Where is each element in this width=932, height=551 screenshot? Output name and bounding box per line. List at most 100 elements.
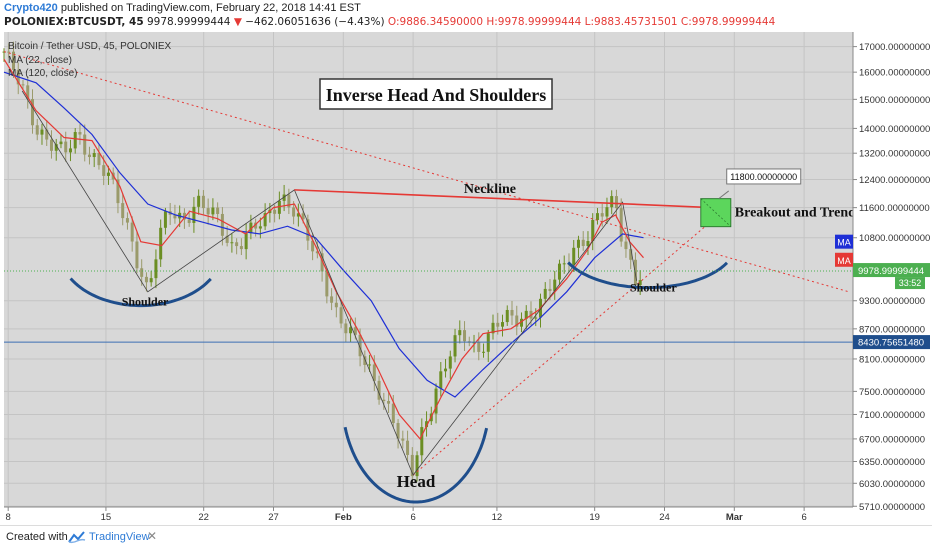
candle-body xyxy=(216,207,220,214)
right-shoulder-arc xyxy=(567,261,729,290)
instrument-label: Bitcoin / Tether USD, 45, POLONIEX xyxy=(8,41,172,52)
candle-body xyxy=(30,99,34,126)
candle-body xyxy=(211,207,215,215)
candle-body xyxy=(434,388,438,414)
close-value: C:9978.99999444 xyxy=(680,16,776,28)
grid-lines xyxy=(4,32,853,507)
y-axis[interactable]: 17000.00000000 16000.00000000 15000.000000… xyxy=(835,30,932,525)
candle-body xyxy=(477,342,481,352)
candle-body xyxy=(519,318,523,327)
level-tag xyxy=(853,335,930,350)
candle-body xyxy=(439,371,443,389)
created-with-label: Created with xyxy=(6,531,68,543)
candle-body xyxy=(249,222,253,234)
candle-body xyxy=(130,222,134,242)
candle-body xyxy=(45,129,49,140)
candle-body xyxy=(482,351,486,353)
ohlc-line: POLONIEX:BTCUSDT, 45 9978.99999444 ▼ −46… xyxy=(4,16,775,28)
low-value: L:9883.45731501 xyxy=(584,16,678,28)
chart-title: Inverse Head And Shoulders xyxy=(326,85,547,105)
footer: Created with TradingView ✕ xyxy=(0,525,932,551)
last-value: 9978.99999444 xyxy=(146,16,231,28)
y-tick-label: 11600.00000000 xyxy=(859,203,930,214)
x-tick-label: 6 xyxy=(801,512,806,523)
candle-body xyxy=(600,213,604,217)
candle-body xyxy=(624,241,628,250)
y-tick-label: 6030.00000000 xyxy=(859,479,925,490)
ma120-line xyxy=(3,71,644,398)
head-label: Head xyxy=(397,472,436,491)
candle-body xyxy=(277,200,281,214)
candle-body xyxy=(116,179,120,204)
candle-body xyxy=(496,322,500,327)
ma120-tag-label: MA xyxy=(837,238,851,248)
candle-body xyxy=(192,206,196,223)
right-shoulder-label: Shoulder xyxy=(630,280,677,294)
candle-body xyxy=(353,327,357,335)
candle-body xyxy=(576,239,580,248)
candle-body xyxy=(149,278,153,283)
candle-body xyxy=(510,309,514,316)
x-tick-label: Feb xyxy=(335,512,352,523)
y-tick-label: 16000.00000000 xyxy=(859,68,930,79)
y-tick-label: 6350.00000000 xyxy=(859,457,925,468)
candle-body xyxy=(548,288,552,291)
x-tick-label: 22 xyxy=(198,512,209,523)
candle-body xyxy=(163,211,167,228)
tradingview-link[interactable]: TradingView xyxy=(89,531,150,543)
candle-body xyxy=(187,219,191,223)
candle-body xyxy=(330,296,334,303)
x-axis[interactable]: 8 15 22 27 Feb 6 12 19 24 Mar 6 xyxy=(0,506,853,525)
candle-body xyxy=(11,51,15,70)
target-callout-box[interactable] xyxy=(726,168,802,185)
candle-body xyxy=(220,213,224,236)
y-tick-label: 12400.00000000 xyxy=(859,175,930,186)
candle-body xyxy=(125,218,129,223)
candle-body xyxy=(92,153,96,158)
candle-body xyxy=(40,129,44,135)
chart-area[interactable]: Neckline Shoulder Shoulder Head Breakout and… xyxy=(0,30,932,525)
candle-body xyxy=(543,288,547,299)
candle-body xyxy=(505,309,509,323)
uptrend-line xyxy=(412,207,728,476)
candle-body xyxy=(121,203,125,219)
candle-body xyxy=(444,368,448,372)
candle-body xyxy=(581,239,585,247)
candle-body xyxy=(377,380,381,400)
legend-ma22[interactable]: MA (22, close) xyxy=(8,55,72,66)
candle-body xyxy=(572,247,576,265)
head-arc xyxy=(343,426,489,504)
candle-body xyxy=(244,233,248,250)
ma22-tag xyxy=(835,252,853,267)
candle-body xyxy=(425,421,429,428)
symbol-label: POLONIEX:BTCUSDT, 45 xyxy=(4,16,144,28)
target-callout-line xyxy=(718,190,730,200)
open-value: O:9886.34590000 xyxy=(387,16,484,28)
candle-body xyxy=(282,194,286,201)
candle-body xyxy=(401,438,405,441)
candle-body xyxy=(140,268,144,277)
pattern-lines xyxy=(21,90,637,476)
candle-body xyxy=(358,334,362,357)
x-tick-label: 6 xyxy=(410,512,415,523)
candle-body xyxy=(263,213,267,227)
legend-ma120[interactable]: MA (120, close) xyxy=(8,68,77,79)
candle-body xyxy=(515,315,519,327)
candle-body xyxy=(320,253,324,272)
candle-body xyxy=(64,141,68,153)
candle-body xyxy=(54,144,58,151)
close-icon[interactable]: ✕ xyxy=(147,529,158,543)
y-tick-label: 8100.00000000 xyxy=(859,354,925,365)
title-box xyxy=(319,78,553,110)
candle-body xyxy=(458,330,462,336)
candle-body xyxy=(173,214,177,219)
x-tick-label: 15 xyxy=(101,512,112,523)
author-link[interactable]: Crypto420 xyxy=(4,2,58,14)
x-tick-label: 19 xyxy=(589,512,600,523)
level-label: 8430.75651480 xyxy=(858,338,924,349)
left-shoulder-arc xyxy=(69,277,212,308)
tradingview-logo-icon[interactable] xyxy=(68,530,86,544)
y-tick-label: 17000.00000000 xyxy=(859,42,930,53)
x-axis-background xyxy=(0,507,853,525)
